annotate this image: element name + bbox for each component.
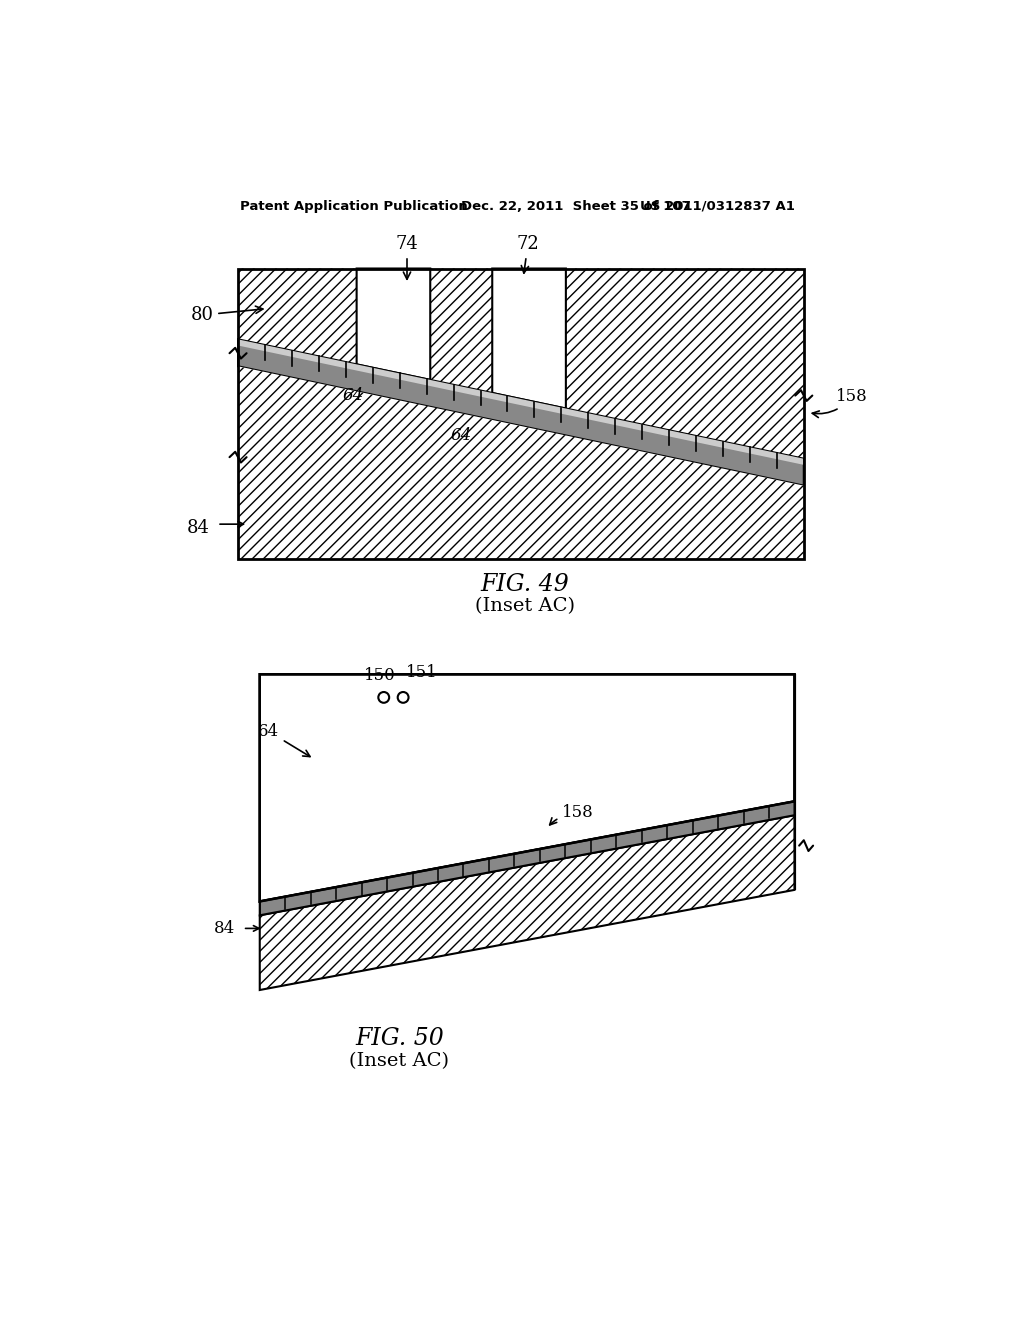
Polygon shape	[260, 801, 795, 915]
Polygon shape	[238, 339, 804, 465]
Text: 84: 84	[186, 519, 209, 537]
Text: 158: 158	[550, 804, 594, 825]
Polygon shape	[493, 268, 566, 408]
Text: (Inset AC): (Inset AC)	[349, 1052, 450, 1069]
Text: 64: 64	[451, 428, 472, 444]
Text: 74: 74	[395, 235, 419, 280]
Text: FIG. 50: FIG. 50	[355, 1027, 443, 1049]
Text: Patent Application Publication: Patent Application Publication	[241, 199, 468, 213]
Text: Dec. 22, 2011  Sheet 35 of 107: Dec. 22, 2011 Sheet 35 of 107	[461, 199, 691, 213]
Polygon shape	[238, 339, 804, 486]
Text: 72: 72	[516, 235, 540, 273]
Text: FIG. 49: FIG. 49	[480, 573, 569, 595]
Text: 64: 64	[342, 387, 364, 404]
Polygon shape	[260, 675, 795, 902]
Polygon shape	[238, 367, 804, 558]
Text: 151: 151	[406, 664, 437, 681]
Text: US 2011/0312837 A1: US 2011/0312837 A1	[640, 199, 795, 213]
Text: 150: 150	[364, 668, 395, 685]
Text: 64: 64	[258, 723, 310, 756]
Text: 84: 84	[214, 920, 234, 937]
Text: 158: 158	[812, 388, 868, 417]
Polygon shape	[356, 268, 430, 380]
Polygon shape	[238, 268, 804, 459]
Text: 80: 80	[190, 306, 263, 325]
Polygon shape	[260, 816, 795, 990]
Bar	[238, 268, 804, 558]
Text: (Inset AC): (Inset AC)	[475, 598, 574, 615]
